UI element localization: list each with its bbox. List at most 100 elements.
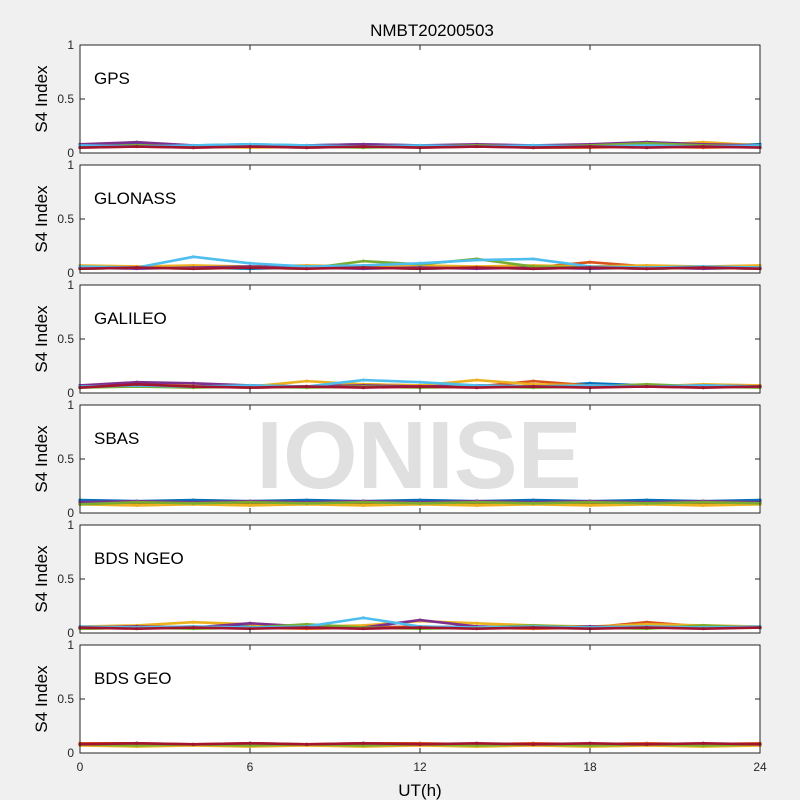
- data-point: [475, 627, 479, 631]
- data-point: [475, 741, 479, 745]
- data-point: [645, 626, 649, 630]
- data-point: [701, 386, 705, 390]
- data-point: [701, 741, 705, 745]
- data-point: [645, 267, 649, 271]
- data-point: [531, 379, 535, 383]
- panel-glonass: 0 0.5 1 S4 Index GLONASS: [32, 158, 762, 280]
- data-point: [588, 144, 592, 149]
- data-point: [361, 500, 365, 504]
- panel-label: BDS GEO: [94, 669, 171, 688]
- data-point: [418, 501, 422, 505]
- data-point: [305, 384, 309, 389]
- data-point: [135, 500, 139, 504]
- data-point: [361, 259, 365, 263]
- data-point: [135, 741, 139, 745]
- data-point: [248, 503, 252, 508]
- data-point: [475, 500, 479, 504]
- data-point: [531, 742, 535, 746]
- data-point: [645, 742, 649, 746]
- panel-label: BDS NGEO: [94, 549, 184, 568]
- y-tick-label: 0.5: [57, 452, 74, 466]
- data-point: [361, 741, 365, 745]
- y-tick-label: 0.5: [57, 92, 74, 106]
- data-point: [418, 618, 422, 622]
- y-axis-label: S4 Index: [32, 185, 51, 253]
- y-tick-label: 1: [67, 158, 74, 172]
- data-point: [701, 266, 705, 270]
- data-point: [531, 267, 535, 271]
- data-point: [361, 503, 365, 508]
- y-tick-label: 1: [67, 278, 74, 292]
- y-tick-label: 0: [67, 146, 74, 160]
- panel-gps: 0 0.5 1 S4 Index GPS: [32, 38, 762, 160]
- data-point: [248, 621, 252, 625]
- data-point: [531, 626, 535, 630]
- data-point: [475, 258, 479, 262]
- data-point: [475, 144, 479, 149]
- data-point: [361, 616, 365, 620]
- data-point: [418, 261, 422, 265]
- x-tick-label: 6: [247, 760, 254, 774]
- panel-label: GALILEO: [94, 309, 167, 328]
- data-point: [305, 379, 309, 383]
- panel-bds-geo: 0 0.5 1 S4 Index BDS GEO: [32, 638, 762, 760]
- figure-title: NMBT20200503: [370, 21, 494, 40]
- panel-label: GLONASS: [94, 189, 176, 208]
- data-point: [418, 146, 422, 150]
- data-point: [475, 266, 479, 270]
- y-axis-label: S4 Index: [32, 425, 51, 493]
- x-tick-label: 12: [413, 760, 427, 774]
- data-point: [418, 742, 422, 746]
- data-point: [248, 266, 252, 270]
- plot-area: [80, 645, 760, 753]
- data-point: [531, 146, 535, 150]
- data-point: [248, 144, 252, 149]
- y-axis-label: S4 Index: [32, 305, 51, 373]
- panel-label: GPS: [94, 69, 130, 88]
- watermark: IONISE: [256, 402, 581, 509]
- data-point: [588, 260, 592, 264]
- data-point: [305, 267, 309, 271]
- y-axis-label: S4 Index: [32, 65, 51, 133]
- plot-area: [80, 525, 760, 633]
- data-point: [361, 386, 365, 390]
- y-tick-label: 0.5: [57, 572, 74, 586]
- data-point: [191, 381, 195, 385]
- data-point: [248, 386, 252, 390]
- data-point: [191, 255, 195, 259]
- plot-area: [80, 165, 760, 273]
- y-tick-label: 0.5: [57, 212, 74, 226]
- y-tick-label: 1: [67, 638, 74, 652]
- plot-area: [80, 405, 760, 513]
- data-point: [701, 144, 705, 149]
- data-point: [248, 500, 252, 504]
- data-point: [135, 144, 139, 149]
- y-tick-label: 0: [67, 506, 74, 520]
- data-point: [191, 742, 195, 746]
- data-point: [248, 261, 252, 265]
- data-point: [135, 266, 139, 270]
- data-point: [191, 384, 195, 389]
- data-point: [191, 267, 195, 271]
- y-tick-label: 0: [67, 746, 74, 760]
- data-point: [135, 503, 139, 508]
- y-tick-label: 0: [67, 626, 74, 640]
- x-axis: 0 6 12 18 24: [77, 760, 767, 774]
- y-tick-label: 0.5: [57, 692, 74, 706]
- data-point: [135, 140, 139, 144]
- data-point: [418, 626, 422, 630]
- data-point: [305, 501, 309, 505]
- data-point: [475, 378, 479, 382]
- y-tick-label: 0: [67, 266, 74, 280]
- data-point: [361, 627, 365, 631]
- chart-panels: 0 0.5 1 S4 Index GPS 0 0.5 1 S4 Index GLONASS 0 0.5…: [32, 38, 762, 760]
- data-point: [361, 266, 365, 270]
- plot-area: [80, 285, 760, 393]
- panel-sbas: 0 0.5 1 S4 Index SBAS: [32, 398, 762, 520]
- data-point: [191, 620, 195, 624]
- plot-area: [80, 45, 760, 153]
- y-tick-label: 0.5: [57, 332, 74, 346]
- y-axis-label: S4 Index: [32, 665, 51, 733]
- data-point: [701, 627, 705, 631]
